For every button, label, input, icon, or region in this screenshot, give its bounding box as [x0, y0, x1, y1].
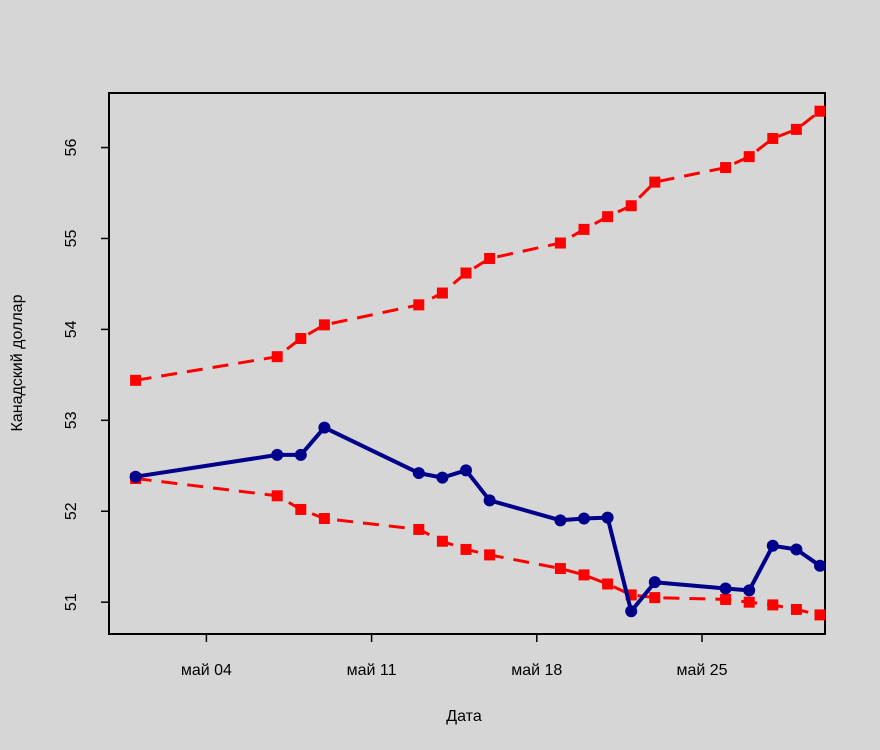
- point-0-1: [271, 448, 284, 461]
- point-2-8: [554, 563, 566, 575]
- series-layer: [129, 105, 826, 621]
- y-tick-label: 55: [63, 229, 80, 247]
- point-1-17: [814, 105, 826, 117]
- point-1-13: [720, 162, 732, 174]
- point-0-8: [554, 514, 567, 527]
- point-1-1: [271, 351, 283, 363]
- point-2-7: [484, 549, 496, 561]
- y-tick-label: 54: [63, 320, 80, 338]
- point-2-9: [578, 569, 590, 581]
- y-axis-title: Канадский доллар: [9, 294, 26, 431]
- point-1-5: [436, 287, 448, 299]
- point-2-6: [460, 543, 472, 555]
- x-axis: май 04 май 11 май 18 май 25: [181, 634, 728, 679]
- point-0-4: [412, 467, 425, 480]
- point-2-12: [649, 592, 661, 604]
- point-0-9: [578, 512, 590, 525]
- x-tick-label: май 11: [347, 662, 397, 679]
- point-0-15: [766, 539, 779, 552]
- y-tick-label: 56: [63, 139, 80, 157]
- y-tick-label: 52: [63, 502, 80, 520]
- point-1-4: [413, 299, 425, 311]
- point-2-5: [436, 535, 448, 547]
- point-1-6: [460, 267, 472, 279]
- y-axis: 51 52 53 54 55 56: [63, 139, 109, 611]
- point-2-3: [318, 513, 330, 525]
- x-tick-label: май 04: [181, 662, 232, 679]
- point-2-11: [625, 589, 637, 601]
- point-0-14: [743, 584, 756, 597]
- point-2-2: [295, 503, 307, 515]
- point-1-9: [578, 223, 590, 235]
- point-1-10: [602, 211, 614, 223]
- point-2-4: [413, 523, 425, 535]
- point-1-2: [295, 332, 307, 344]
- x-tick-label: май 18: [511, 662, 562, 679]
- point-2-15: [767, 599, 779, 611]
- point-1-12: [649, 176, 661, 188]
- point-2-10: [602, 578, 614, 590]
- point-2-1: [271, 490, 283, 502]
- series-0: [129, 421, 826, 618]
- point-0-3: [318, 421, 331, 434]
- point-1-14: [743, 151, 755, 163]
- x-axis-title: Дата: [446, 708, 482, 725]
- series-line-1: [135, 110, 821, 382]
- plot-frame: [108, 92, 826, 635]
- point-1-7: [484, 252, 496, 264]
- point-1-11: [625, 200, 637, 212]
- point-0-11: [625, 605, 638, 618]
- x-tick-label: май 25: [676, 662, 727, 679]
- series-line-2: [135, 477, 821, 617]
- y-tick-label: 53: [63, 411, 80, 429]
- point-0-12: [648, 576, 661, 589]
- point-2-14: [743, 596, 755, 608]
- point-1-16: [790, 123, 802, 135]
- point-0-16: [790, 543, 803, 556]
- series-1: [130, 105, 826, 386]
- point-1-3: [318, 319, 330, 331]
- y-tick-label: 51: [63, 593, 80, 611]
- point-1-0: [130, 374, 142, 386]
- point-0-5: [436, 471, 449, 484]
- point-0-17: [814, 559, 826, 572]
- point-2-16: [790, 603, 802, 615]
- point-1-15: [767, 132, 779, 144]
- point-0-10: [601, 511, 614, 524]
- point-0-2: [294, 448, 307, 461]
- point-0-13: [719, 582, 732, 595]
- point-2-17: [814, 609, 826, 621]
- point-0-0: [129, 470, 142, 483]
- point-2-13: [720, 593, 732, 605]
- series-2: [130, 473, 826, 621]
- series-line-0: [135, 425, 822, 614]
- point-0-6: [460, 464, 472, 477]
- point-0-7: [483, 494, 496, 507]
- point-1-8: [554, 237, 566, 249]
